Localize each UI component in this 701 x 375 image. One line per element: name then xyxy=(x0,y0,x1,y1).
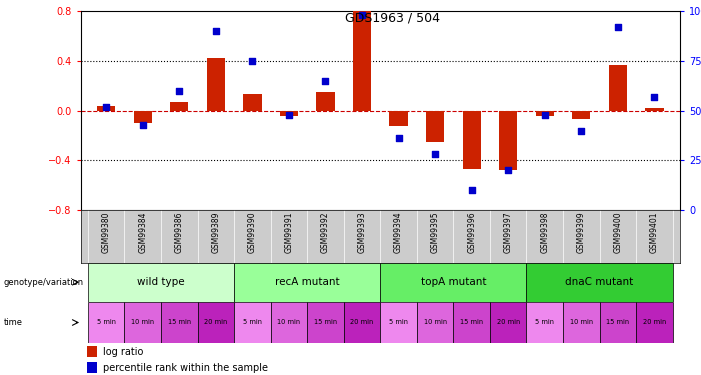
Text: 15 min: 15 min xyxy=(168,320,191,326)
Text: GSM99393: GSM99393 xyxy=(358,211,367,253)
Bar xyxy=(381,262,526,302)
Text: GSM99391: GSM99391 xyxy=(285,211,294,253)
Text: GSM99386: GSM99386 xyxy=(175,211,184,253)
Bar xyxy=(463,111,481,169)
Bar xyxy=(499,111,517,170)
Bar xyxy=(88,302,125,343)
Point xyxy=(247,58,258,64)
Point xyxy=(503,167,514,173)
Bar xyxy=(198,302,234,343)
Bar xyxy=(307,302,343,343)
Text: GSM99395: GSM99395 xyxy=(430,211,440,253)
Point xyxy=(320,78,331,84)
Point xyxy=(356,12,367,18)
Text: recA mutant: recA mutant xyxy=(275,277,339,287)
Bar xyxy=(526,302,563,343)
Bar xyxy=(161,302,198,343)
Bar xyxy=(490,302,526,343)
Bar xyxy=(645,108,664,111)
Bar xyxy=(454,302,490,343)
Bar xyxy=(134,111,152,123)
Bar xyxy=(125,302,161,343)
Bar xyxy=(87,362,97,374)
Text: GSM99394: GSM99394 xyxy=(394,211,403,253)
Text: GSM99397: GSM99397 xyxy=(504,211,512,253)
Bar xyxy=(599,302,636,343)
Bar xyxy=(271,302,307,343)
Point xyxy=(393,135,404,141)
Bar xyxy=(87,346,97,357)
Text: 20 min: 20 min xyxy=(643,320,666,326)
Point xyxy=(174,88,185,94)
Bar xyxy=(88,262,234,302)
Text: GSM99400: GSM99400 xyxy=(613,211,622,253)
Bar xyxy=(234,262,381,302)
Point xyxy=(539,112,550,118)
Text: 5 min: 5 min xyxy=(536,320,554,326)
Point xyxy=(649,94,660,100)
Text: 15 min: 15 min xyxy=(314,320,337,326)
Bar xyxy=(563,302,599,343)
Text: GSM99398: GSM99398 xyxy=(540,211,550,253)
Bar xyxy=(390,111,408,126)
Bar xyxy=(608,64,627,111)
Point xyxy=(137,122,149,128)
Bar xyxy=(316,92,334,111)
Text: log ratio: log ratio xyxy=(103,347,144,357)
Text: 10 min: 10 min xyxy=(570,320,593,326)
Bar xyxy=(353,11,371,111)
Text: dnaC mutant: dnaC mutant xyxy=(566,277,634,287)
Bar xyxy=(234,302,271,343)
Text: 20 min: 20 min xyxy=(204,320,227,326)
Point xyxy=(466,187,477,193)
Bar xyxy=(207,58,225,111)
Text: topA mutant: topA mutant xyxy=(421,277,486,287)
Point xyxy=(283,112,294,118)
Point xyxy=(210,28,222,34)
Bar xyxy=(426,111,444,142)
Bar xyxy=(343,302,381,343)
Text: 10 min: 10 min xyxy=(131,320,154,326)
Bar xyxy=(417,302,454,343)
Text: GSM99401: GSM99401 xyxy=(650,211,659,253)
Text: wild type: wild type xyxy=(137,277,185,287)
Bar xyxy=(536,111,554,116)
Bar xyxy=(526,262,673,302)
Text: GSM99396: GSM99396 xyxy=(467,211,476,253)
Text: GSM99399: GSM99399 xyxy=(577,211,586,253)
Text: genotype/variation: genotype/variation xyxy=(4,278,83,286)
Point xyxy=(430,152,441,157)
Text: 10 min: 10 min xyxy=(423,320,447,326)
Bar xyxy=(243,94,261,111)
Bar xyxy=(170,102,189,111)
Text: 20 min: 20 min xyxy=(496,320,520,326)
Bar xyxy=(97,106,116,111)
Bar xyxy=(280,111,298,116)
Text: percentile rank within the sample: percentile rank within the sample xyxy=(103,363,268,373)
Text: 20 min: 20 min xyxy=(350,320,374,326)
Text: 5 min: 5 min xyxy=(97,320,116,326)
Bar xyxy=(636,302,673,343)
Point xyxy=(100,104,111,110)
Text: GSM99389: GSM99389 xyxy=(211,211,220,253)
Text: 5 min: 5 min xyxy=(243,320,262,326)
Text: 15 min: 15 min xyxy=(460,320,483,326)
Point xyxy=(612,24,623,30)
Text: 10 min: 10 min xyxy=(278,320,301,326)
Text: GSM99384: GSM99384 xyxy=(138,211,147,253)
Text: GDS1963 / 504: GDS1963 / 504 xyxy=(346,11,440,24)
Point xyxy=(576,128,587,134)
Text: GSM99390: GSM99390 xyxy=(248,211,257,253)
Bar xyxy=(572,111,590,119)
Text: time: time xyxy=(4,318,22,327)
Text: 5 min: 5 min xyxy=(389,320,408,326)
Text: 15 min: 15 min xyxy=(606,320,629,326)
Text: GSM99380: GSM99380 xyxy=(102,211,111,253)
Bar xyxy=(381,302,417,343)
Text: GSM99392: GSM99392 xyxy=(321,211,330,253)
